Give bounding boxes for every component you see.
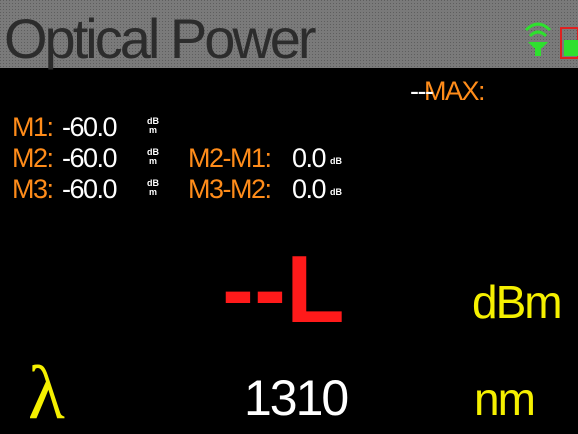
diff-label: M3-M2: xyxy=(188,174,271,204)
marker-value: -60.0 xyxy=(62,174,117,204)
signal-icon xyxy=(524,22,552,56)
marker-unit-top: dB xyxy=(147,178,159,188)
header-title: Optical Power xyxy=(4,7,316,70)
header-bar xyxy=(0,0,578,68)
marker-unit-top: dB xyxy=(147,116,159,126)
marker-unit-bottom: m xyxy=(149,125,157,135)
marker-value: -60.0 xyxy=(62,112,117,142)
lambda-symbol: λ xyxy=(28,351,65,434)
marker-unit-bottom: m xyxy=(149,187,157,197)
marker-unit-top: dB xyxy=(147,147,159,157)
marker-label: M3: xyxy=(12,174,53,204)
marker-value: -60.0 xyxy=(62,143,117,173)
wavelength-unit: nm xyxy=(474,373,534,425)
marker-label: M2: xyxy=(12,143,53,173)
diff-value: 0.0 xyxy=(292,143,326,173)
diff-value: 0.0 xyxy=(292,174,326,204)
diff-unit: dB xyxy=(330,187,342,197)
power-reading: --L xyxy=(222,236,345,343)
marker-unit-bottom: m xyxy=(149,156,157,166)
power-unit: dBm xyxy=(472,276,561,328)
diff-unit: dB xyxy=(330,156,342,166)
max-label: MAX: xyxy=(424,76,484,106)
max-value: --- xyxy=(410,76,433,106)
wavelength-value: 1310 xyxy=(244,370,347,426)
battery-icon xyxy=(560,27,578,59)
marker-label: M1: xyxy=(12,112,53,142)
diff-label: M2-M1: xyxy=(188,143,271,173)
